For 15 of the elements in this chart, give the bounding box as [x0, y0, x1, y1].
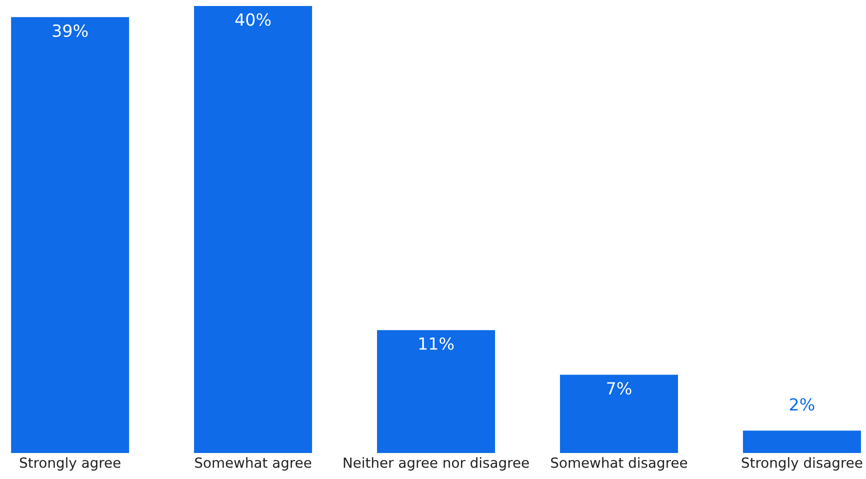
x-tick-label: Somewhat disagree: [551, 457, 688, 471]
bar: [377, 330, 496, 453]
bar: [742, 430, 861, 453]
x-tick-label: Somewhat agree: [195, 457, 312, 471]
data-label: 11%: [419, 337, 454, 350]
x-tick-label: Strongly disagree: [742, 457, 862, 471]
bar: [560, 374, 678, 453]
data-label: 2%: [790, 398, 814, 411]
x-tick-label: Strongly agree: [20, 457, 120, 471]
data-label: 40%: [235, 13, 271, 26]
data-label: 7%: [607, 382, 632, 395]
bar: [11, 17, 130, 453]
data-label: 39%: [52, 24, 88, 38]
bar: [194, 6, 312, 453]
x-tick-label: Neither agree nor disagree: [344, 457, 529, 471]
